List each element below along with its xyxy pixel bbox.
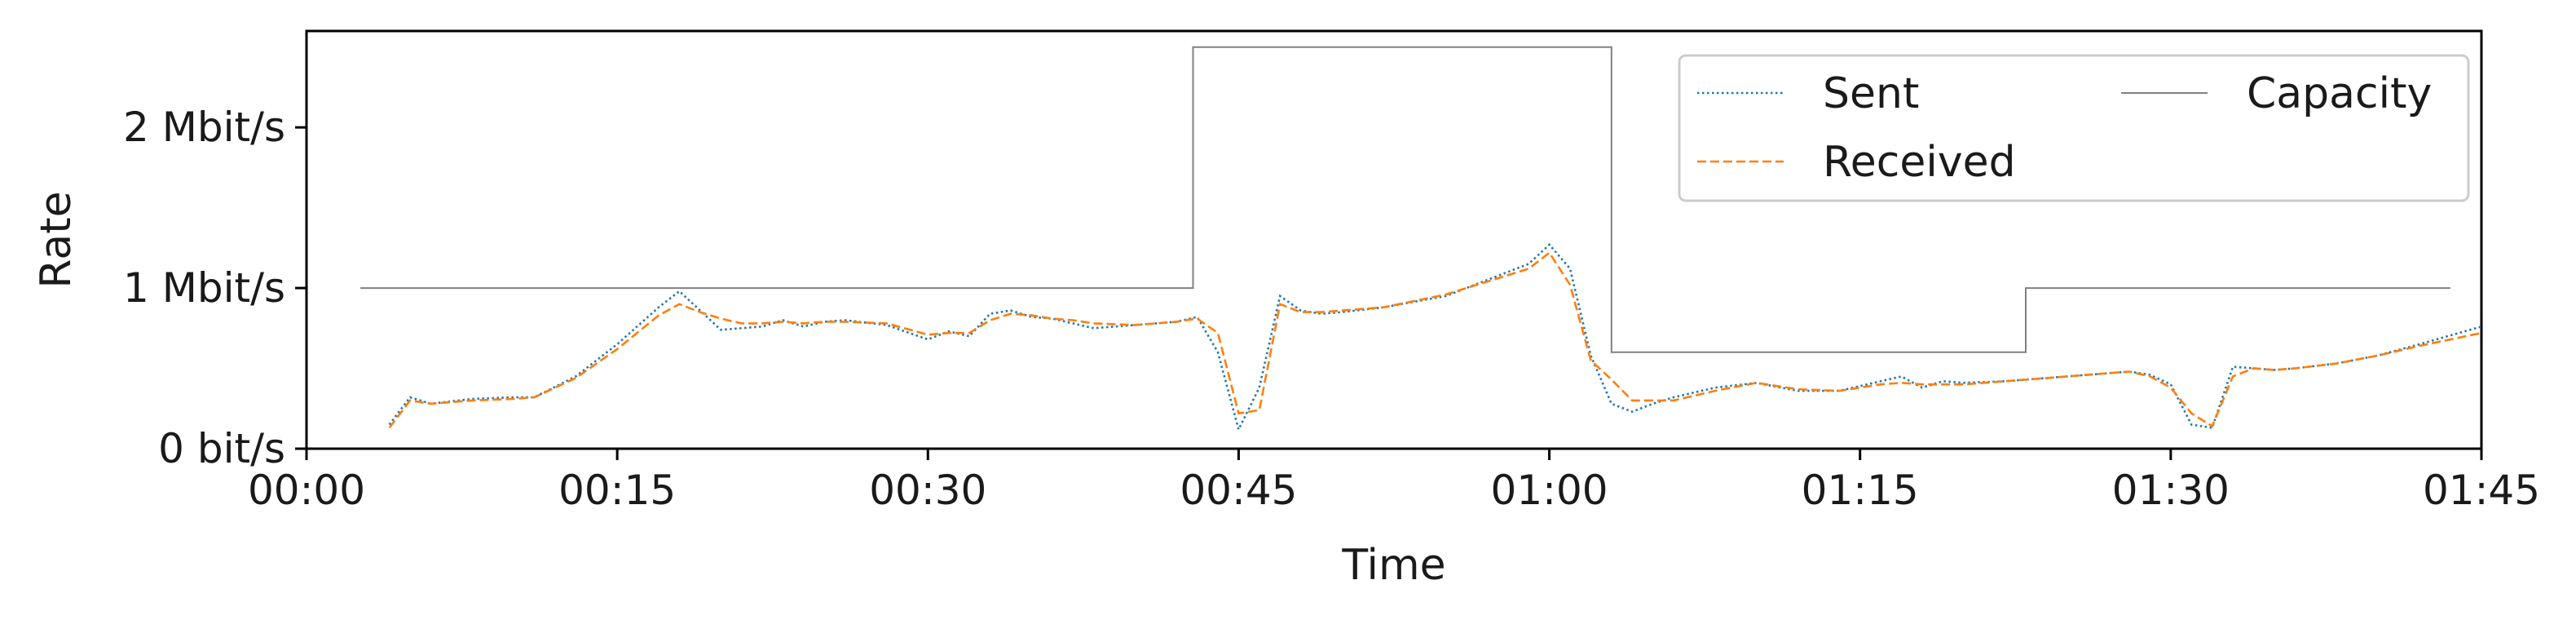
x-tick-label: 01:45 bbox=[2423, 467, 2540, 514]
legend-label-capacity: Capacity bbox=[2247, 69, 2432, 118]
x-tick-label: 01:15 bbox=[1802, 467, 1919, 514]
x-tick-label: 01:00 bbox=[1491, 467, 1608, 514]
series-line-capacity bbox=[360, 46, 2450, 353]
x-tick-label: 00:45 bbox=[1180, 467, 1297, 514]
legend: Sent Received Capacity bbox=[1678, 54, 2470, 202]
x-tick-label: 00:30 bbox=[869, 467, 986, 514]
series-line-received bbox=[388, 250, 2482, 429]
legend-label-sent: Sent bbox=[1823, 69, 1919, 118]
x-axis-title: Time bbox=[1341, 541, 1445, 590]
y-axis-title: Rate bbox=[32, 191, 81, 288]
plot-area bbox=[305, 29, 2483, 450]
x-tick-label: 00:00 bbox=[248, 467, 365, 514]
x-axis: 00:00 00:15 00:30 00:45 01:00 01:15 01:30 01:45 bbox=[248, 449, 2540, 514]
series-group bbox=[360, 46, 2482, 433]
y-tick-label: 0 bit/s bbox=[158, 425, 285, 472]
y-axis: 0 bit/s 1 Mbit/s 2 Mbit/s bbox=[123, 104, 307, 472]
legend-frame bbox=[1678, 54, 2470, 202]
series-line-sent bbox=[388, 243, 2482, 433]
x-tick-label: 00:15 bbox=[558, 467, 676, 514]
legend-label-received: Received bbox=[1823, 138, 2016, 187]
plot-frame bbox=[305, 29, 2483, 450]
x-tick-label: 01:30 bbox=[2112, 467, 2230, 514]
y-tick-label: 2 Mbit/s bbox=[123, 104, 285, 151]
y-tick-label: 1 Mbit/s bbox=[123, 264, 285, 312]
